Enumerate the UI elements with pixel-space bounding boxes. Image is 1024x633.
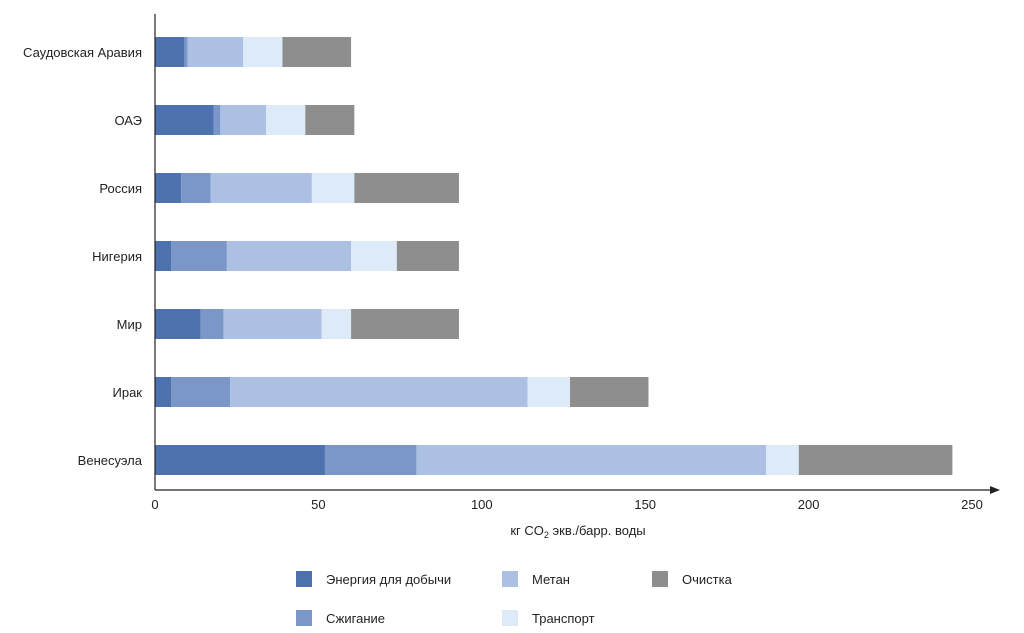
legend: Энергия для добычи Метан Очистка Сжигани… — [290, 566, 890, 630]
legend-swatch-refining — [652, 571, 668, 587]
bar-segment-5-3 — [223, 309, 322, 339]
bar-segment-3-4 — [311, 173, 355, 203]
bar-segment-1-2 — [184, 37, 188, 67]
category-label-7: Венесуэла — [78, 453, 143, 468]
bar-segment-6-5 — [570, 377, 649, 407]
bar-segment-1-1 — [155, 37, 185, 67]
bar-segment-2-5 — [305, 105, 355, 135]
legend-label-transport: Транспорт — [532, 610, 595, 626]
x-axis-title: кг CO2 экв./барр. воды — [510, 523, 645, 540]
x-tick-label-0: 0 — [151, 497, 158, 512]
x-tick-labels: 0 50 100 150 200 250 — [151, 497, 982, 512]
x-tick-label-200: 200 — [798, 497, 820, 512]
bar-segment-7-4 — [766, 445, 799, 475]
category-label-1: Саудовская Аравия — [23, 45, 142, 60]
legend-swatch-flaring — [296, 610, 312, 626]
x-tick-label-100: 100 — [471, 497, 493, 512]
bar-segment-7-2 — [324, 445, 417, 475]
legend-item-methane: Метан — [502, 568, 570, 590]
bar-segment-5-5 — [351, 309, 459, 339]
legend-item-transport: Транспорт — [502, 607, 595, 629]
bar-segment-5-4 — [321, 309, 352, 339]
legend-label-refining: Очистка — [682, 571, 732, 587]
legend-label-methane: Метан — [532, 571, 570, 587]
x-tick-label-150: 150 — [634, 497, 656, 512]
bar-segment-7-1 — [155, 445, 325, 475]
bar-segment-6-2 — [171, 377, 231, 407]
bar-segment-3-5 — [354, 173, 459, 203]
bar-segment-1-3 — [187, 37, 244, 67]
legend-item-refining: Очистка — [652, 568, 732, 590]
bar-segment-4-4 — [351, 241, 397, 271]
bar-segment-1-4 — [243, 37, 283, 67]
bar-segment-7-5 — [798, 445, 953, 475]
bar-segment-2-1 — [155, 105, 214, 135]
bar-segment-6-4 — [527, 377, 571, 407]
bar-segment-5-2 — [200, 309, 224, 339]
bar-segment-3-3 — [210, 173, 312, 203]
bar-segment-4-1 — [155, 241, 172, 271]
x-tick-label-50: 50 — [311, 497, 325, 512]
bar-segment-1-5 — [282, 37, 352, 67]
category-labels: Саудовская Аравия ОАЭ Россия Нигерия Мир Ирак… — [23, 45, 143, 468]
x-tick-label-250: 250 — [961, 497, 983, 512]
bar-segment-4-2 — [171, 241, 227, 271]
bar-segment-7-3 — [416, 445, 767, 475]
stacked-bar-chart: Саудовская Аравия ОАЭ Россия Нигерия Мир Ирак… — [23, 14, 1000, 540]
bar-segment-2-3 — [220, 105, 267, 135]
legend-label-energy: Энергия для добычи — [326, 571, 452, 587]
bar-segment-5-1 — [155, 309, 201, 339]
bar-segment-4-5 — [396, 241, 459, 271]
bar-segment-2-4 — [266, 105, 306, 135]
category-label-4: Нигерия — [92, 249, 142, 264]
bar-segment-3-2 — [181, 173, 211, 203]
category-label-2: ОАЭ — [114, 113, 142, 128]
bar-segment-6-3 — [230, 377, 528, 407]
legend-label-flaring: Сжигание — [326, 610, 385, 626]
x-axis-arrow — [990, 486, 1000, 494]
bar-segment-3-1 — [155, 173, 182, 203]
bar-segment-6-1 — [155, 377, 172, 407]
category-label-3: Россия — [99, 181, 142, 196]
legend-item-energy: Энергия для добычи — [296, 568, 451, 590]
legend-item-flaring: Сжигание — [296, 607, 385, 629]
legend-swatch-methane — [502, 571, 518, 587]
category-label-6: Ирак — [113, 385, 143, 400]
legend-swatch-transport — [502, 610, 518, 626]
legend-swatch-energy — [296, 571, 312, 587]
bar-segment-4-3 — [226, 241, 352, 271]
category-label-5: Мир — [117, 317, 142, 332]
bars-layer — [155, 37, 953, 475]
bar-segment-2-2 — [213, 105, 221, 135]
